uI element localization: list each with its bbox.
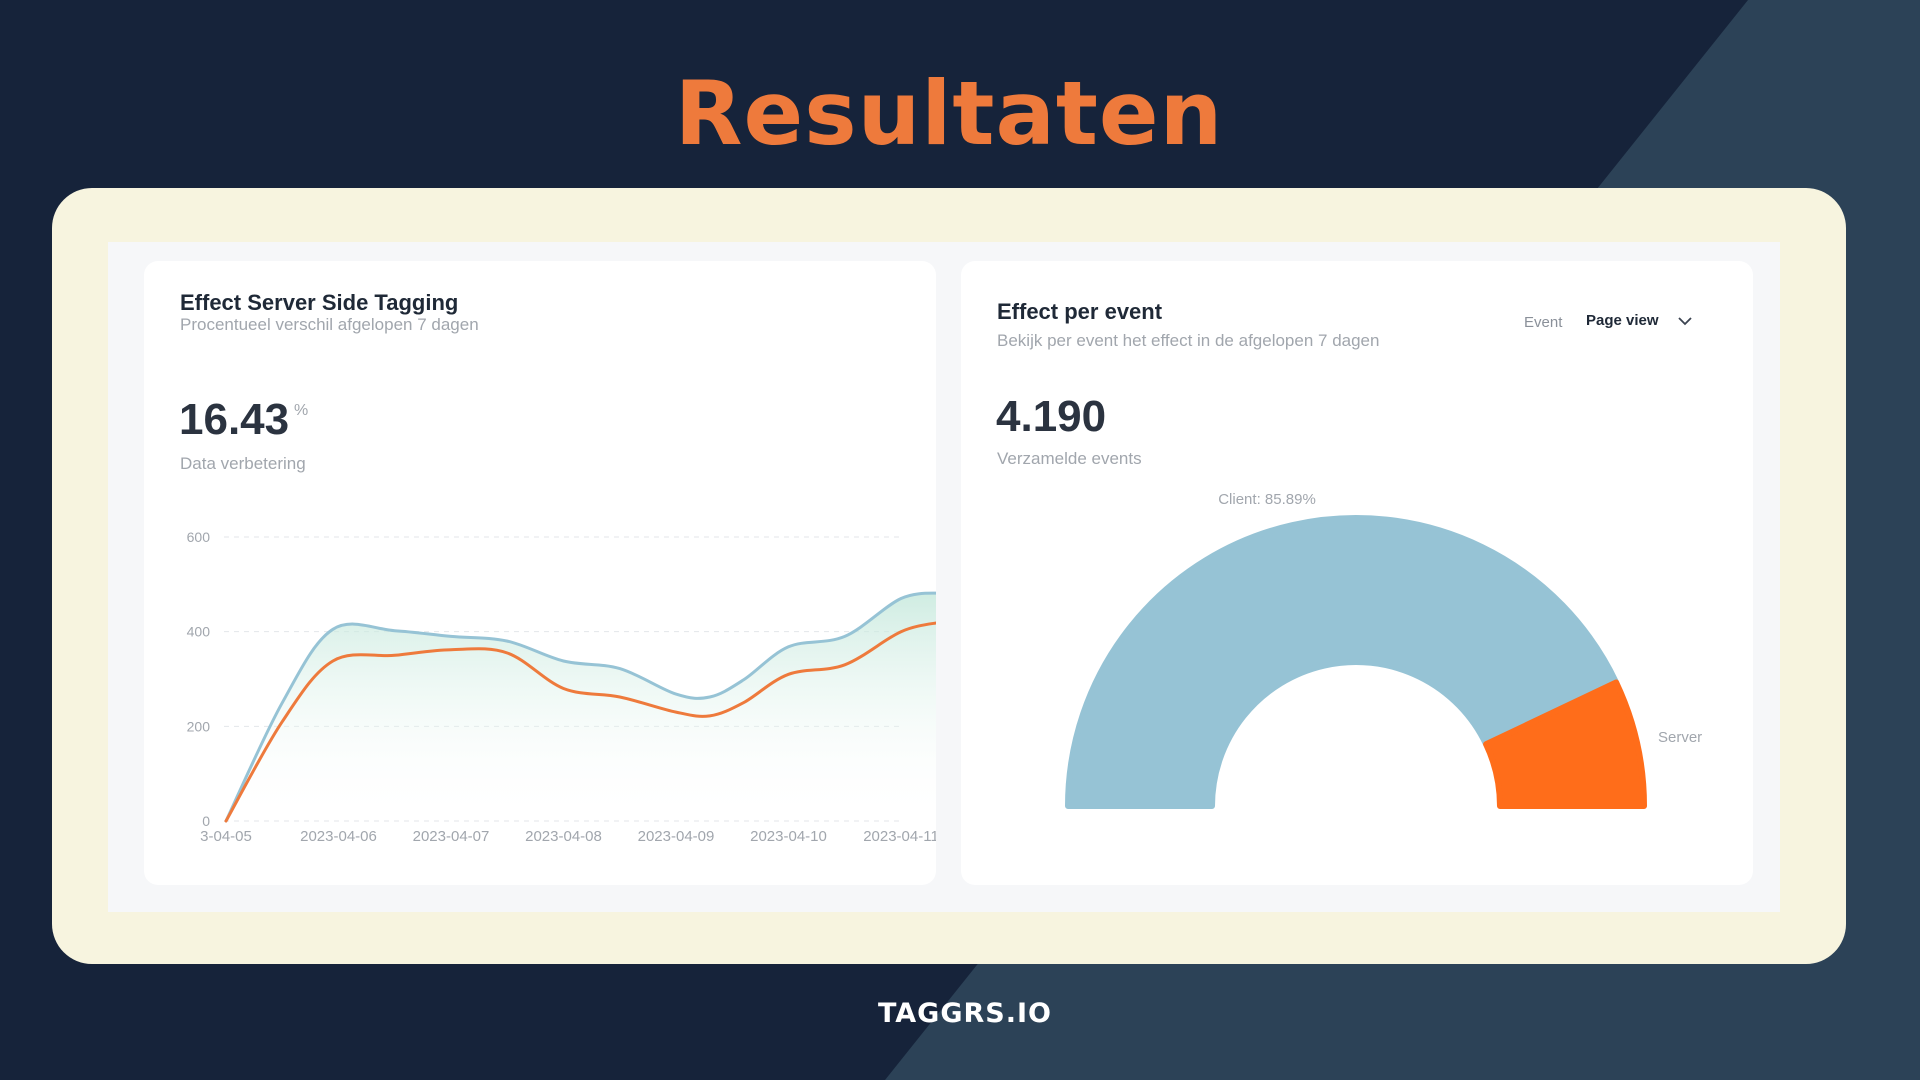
card-title: Effect Server Side Tagging — [180, 290, 459, 315]
effect-server-side-tagging-card: Effect Server Side Tagging Procentueel v… — [144, 261, 936, 885]
series-line-1 — [224, 591, 936, 823]
x-tick-label: 3-04-05 — [200, 828, 252, 845]
y-tick-label: 600 — [187, 529, 211, 545]
slice-client — [1065, 515, 1620, 809]
improvement-caption: Data verbetering — [180, 454, 306, 473]
y-tick-label: 0 — [202, 813, 210, 829]
percent-unit: % — [294, 402, 309, 419]
screenshot-frame: Effect Server Side Tagging Procentueel v… — [52, 188, 1846, 964]
series-area — [226, 593, 936, 821]
event-filter-label: Event — [1524, 314, 1563, 331]
card-title: Effect per event — [997, 299, 1163, 324]
event-select-value: Page view — [1586, 312, 1659, 329]
x-tick-label: 2023-04-08 — [525, 828, 602, 845]
slice-label-server: Server — [1658, 729, 1702, 746]
slide-title: Resultaten — [674, 62, 1224, 165]
card-subtitle: Bekijk per event het effect in de afgelo… — [997, 331, 1380, 350]
card-subtitle: Procentueel verschil afgelopen 7 dagen — [180, 315, 479, 334]
event-select[interactable]: Page view — [1586, 312, 1692, 329]
y-tick-label: 400 — [187, 624, 211, 640]
events-value: 4.190 — [996, 392, 1107, 441]
y-tick-label: 200 — [187, 718, 211, 734]
slice-server — [1483, 679, 1647, 809]
x-tick-label: 2023-04-07 — [413, 828, 490, 845]
half-donut-chart: Client: 85.89% Server — [1065, 491, 1702, 809]
x-tick-label: 2023-04-11 — [863, 828, 936, 845]
slice-label-client: Client: 85.89% — [1218, 491, 1316, 508]
dashboard: Effect Server Side Tagging Procentueel v… — [108, 242, 1780, 912]
line-chart: 0 200 400 600 3-04-05 2023-04-06 2023-04-07 202… — [187, 529, 936, 845]
improvement-value: 16.43 — [179, 395, 290, 444]
series-line-2 — [224, 621, 936, 823]
x-tick-label: 2023-04-09 — [638, 828, 715, 845]
chevron-down-icon — [1678, 317, 1692, 326]
x-tick-label: 2023-04-06 — [300, 828, 377, 845]
x-tick-label: 2023-04-10 — [750, 828, 827, 845]
effect-per-event-card: Effect per event Bekijk per event het ef… — [961, 261, 1753, 885]
footer-brand: TAGGRS.IO — [877, 998, 1053, 1029]
events-caption: Verzamelde events — [997, 449, 1142, 468]
